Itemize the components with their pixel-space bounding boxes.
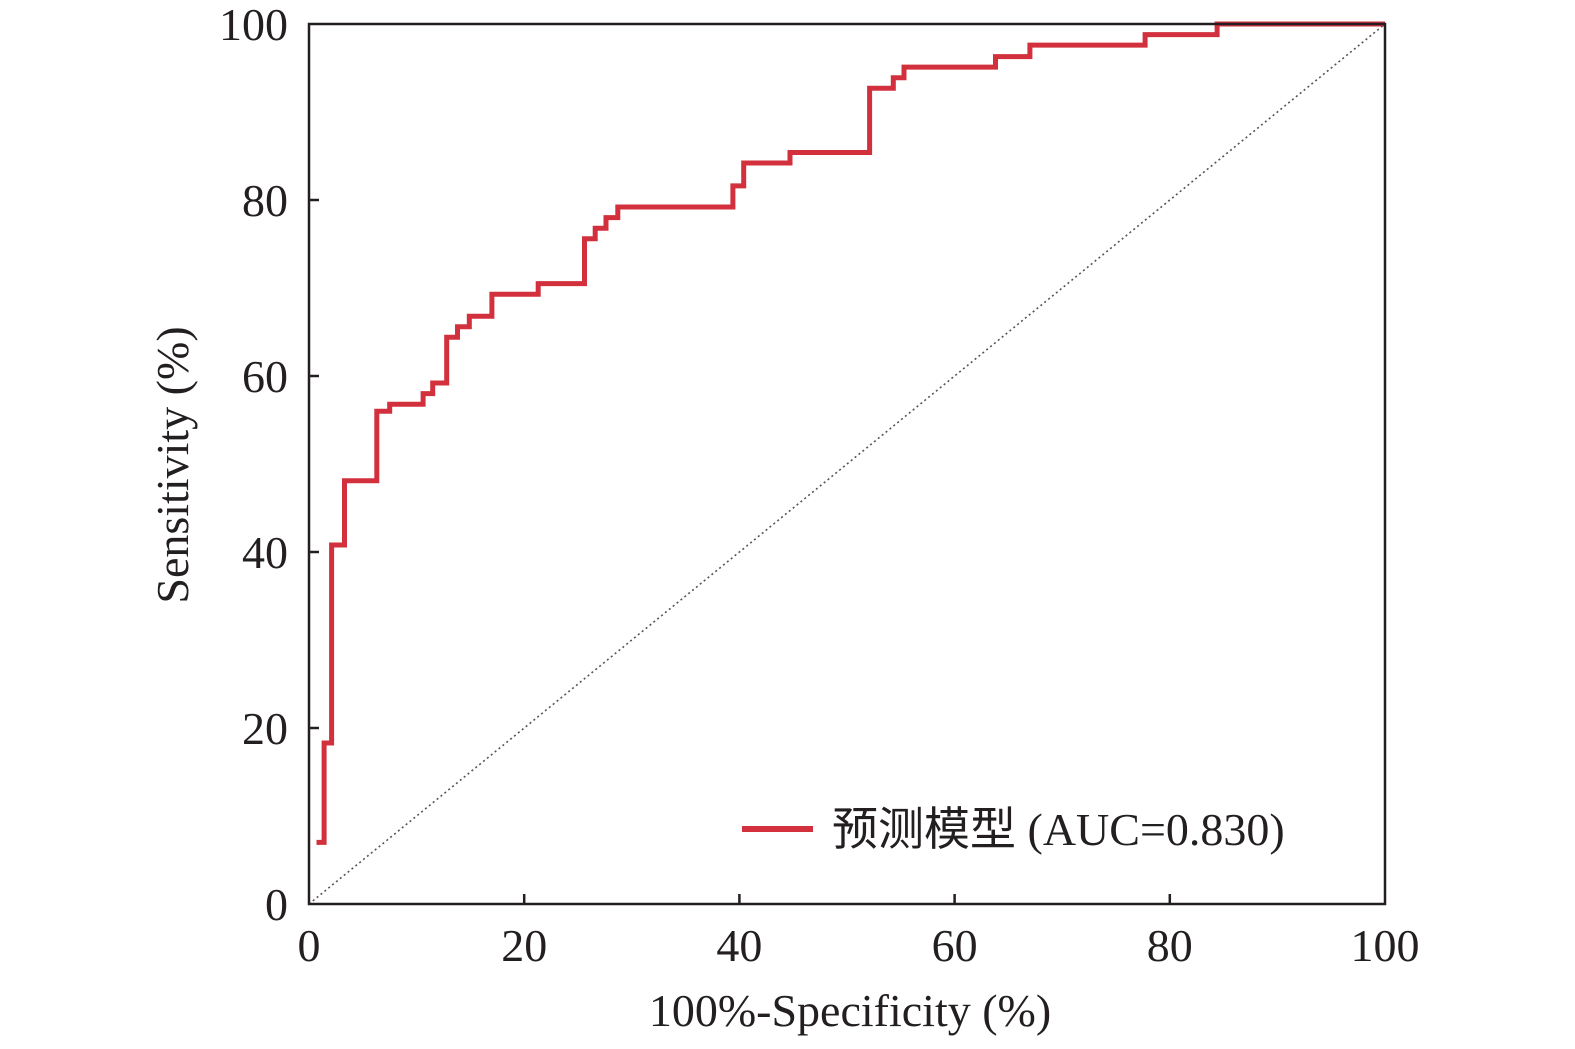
legend: 预测模型 (AUC=0.830) bbox=[742, 804, 1285, 855]
y-tick-label: 20 bbox=[242, 703, 288, 754]
y-tick-label: 80 bbox=[242, 175, 288, 226]
y-tick-label: 40 bbox=[242, 527, 288, 578]
x-tick-label: 100 bbox=[1351, 920, 1420, 971]
y-tick-label: 0 bbox=[265, 879, 288, 930]
roc-curve-group bbox=[316, 21, 1385, 845]
x-tick-label: 0 bbox=[298, 920, 321, 971]
x-tick-label: 40 bbox=[716, 920, 762, 971]
x-axis-label: 100%-Specificity (%) bbox=[649, 985, 1051, 1036]
x-tick-label: 80 bbox=[1147, 920, 1193, 971]
y-tick-label: 60 bbox=[242, 351, 288, 402]
reference-diagonal-group bbox=[308, 23, 1386, 905]
y-tick-label: 100 bbox=[219, 0, 288, 50]
plot-area-frame bbox=[307, 22, 1387, 906]
roc-curve-line bbox=[316, 21, 1385, 845]
y-axis-ticks: 0 20 40 60 80 100 bbox=[219, 0, 319, 930]
reference-diagonal-line bbox=[308, 23, 1386, 905]
legend-label: 预测模型 (AUC=0.830) bbox=[832, 804, 1285, 855]
y-axis-label: Sensitivity (%) bbox=[147, 326, 198, 603]
x-tick-label: 20 bbox=[501, 920, 547, 971]
x-tick-label: 60 bbox=[932, 920, 978, 971]
x-axis-ticks: 0 20 40 60 80 100 bbox=[298, 894, 1420, 971]
